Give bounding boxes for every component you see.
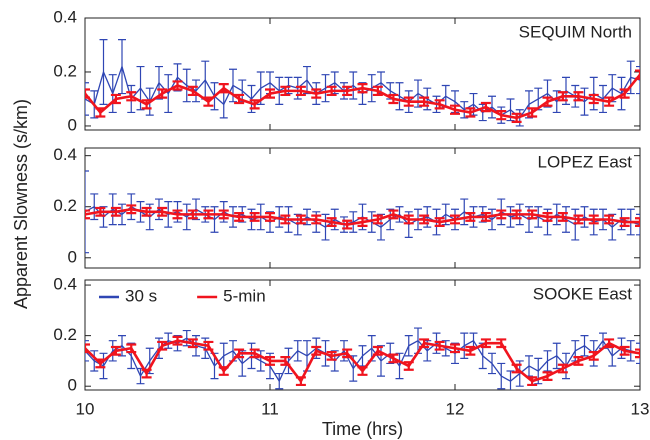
plot-area (85, 38, 640, 127)
error-bar (636, 213, 640, 236)
error-bar (85, 170, 89, 254)
legend-label: 30 s (125, 286, 157, 305)
series-line (85, 339, 640, 383)
y-tick-label: 0.4 (53, 7, 77, 26)
error-bar (636, 65, 640, 95)
y-tick-label: 0.2 (53, 325, 77, 344)
error-bar (85, 82, 89, 116)
plot-area (85, 327, 640, 390)
panel-title: SEQUIM North (519, 22, 632, 41)
x-tick-label: 11 (261, 399, 279, 418)
x-tick-label: 10 (76, 399, 95, 418)
y-tick-label: 0.2 (53, 196, 77, 215)
error-bar (635, 348, 640, 359)
y-tick-label: 0 (68, 247, 77, 266)
x-tick-label: 13 (631, 399, 650, 418)
y-tick-label: 0.4 (53, 275, 77, 294)
panel-title: LOPEZ East (538, 152, 633, 171)
y-tick-label: 0.2 (53, 61, 77, 80)
x-tick-label: 12 (446, 399, 465, 418)
plot-area (85, 170, 640, 254)
y-tick-label: 0 (68, 115, 77, 134)
error-bar (636, 342, 640, 365)
legend-label: 5-min (223, 286, 266, 305)
y-tick-label: 0.4 (53, 145, 77, 164)
error-bar (85, 340, 89, 362)
error-bar (635, 217, 640, 227)
y-axis-label: Apparent Slowness (s/km) (11, 99, 31, 309)
panel-title: SOOKE East (533, 284, 632, 303)
series-line (85, 65, 640, 119)
series-line (85, 73, 640, 120)
error-bar (85, 209, 90, 220)
series-line (85, 207, 640, 226)
x-axis-label: Time (hrs) (322, 419, 403, 439)
y-tick-label: 0 (68, 376, 77, 395)
